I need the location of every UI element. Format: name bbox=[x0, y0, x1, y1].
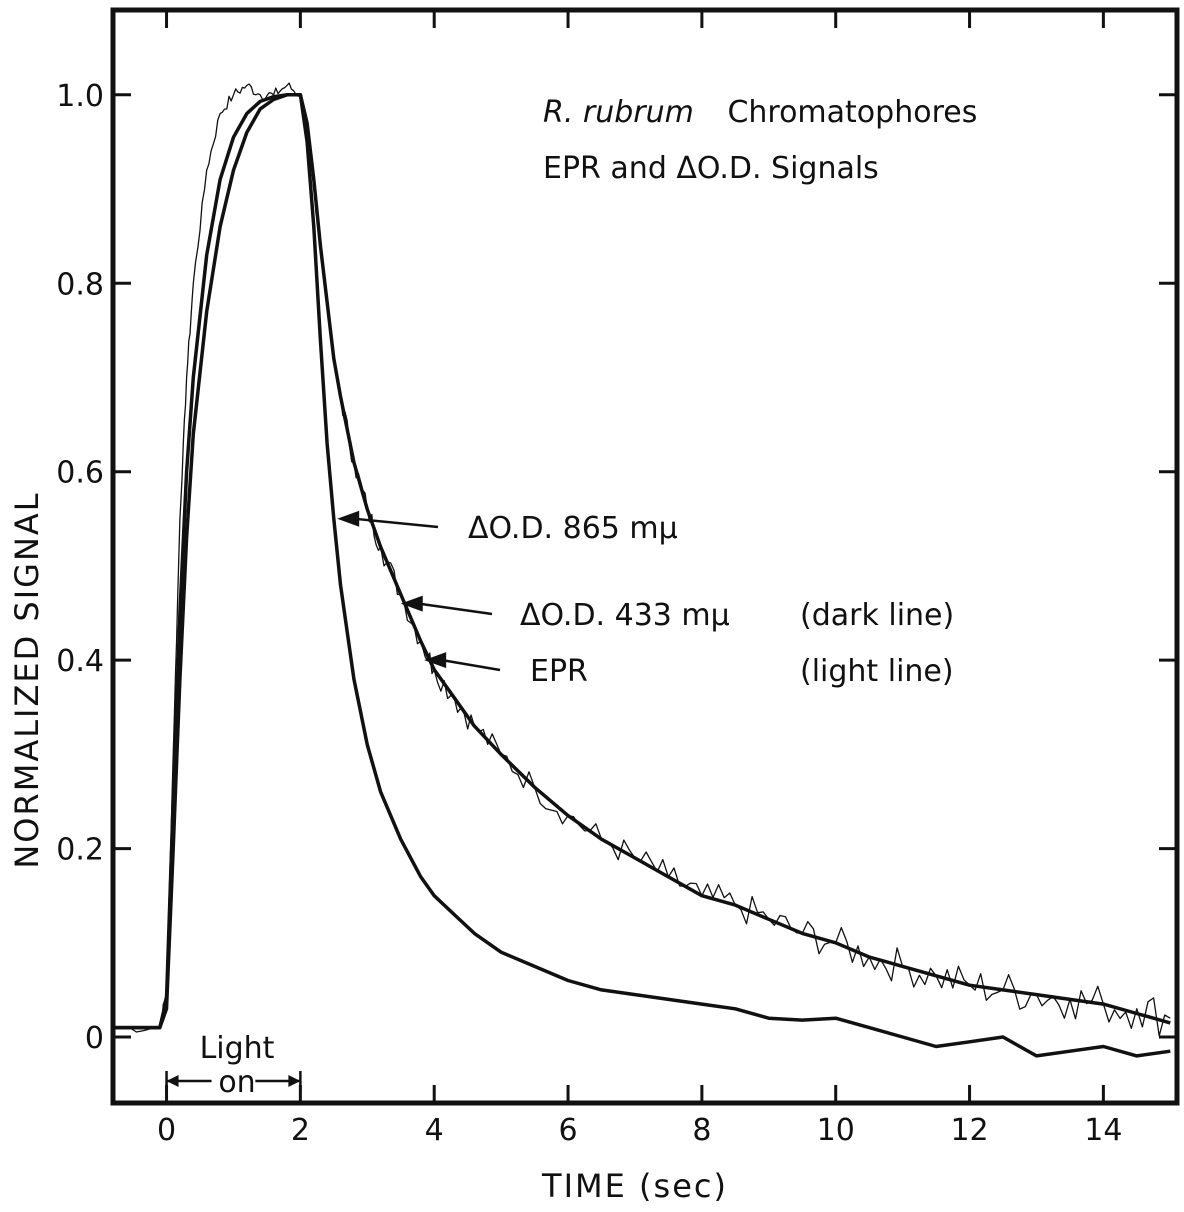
annotation-arrow-line bbox=[355, 517, 439, 529]
series-line-2 bbox=[113, 93, 1171, 1030]
x-tick-label: 10 bbox=[817, 1113, 855, 1148]
annotation-arrow-head bbox=[400, 595, 423, 612]
light-on-interval-marker bbox=[165, 1071, 302, 1091]
x-axis-title: TIME (sec) bbox=[541, 1167, 728, 1205]
annotation-arrow-head bbox=[424, 652, 447, 669]
y-tick-label: 1.0 bbox=[56, 79, 104, 114]
x-tick-label: 14 bbox=[1084, 1113, 1122, 1148]
y-tick-label: 0.2 bbox=[56, 833, 104, 868]
title-subject: Chromatophores bbox=[727, 95, 977, 130]
light-on-left-arrow-head bbox=[166, 1075, 179, 1087]
light-on-label-line2: on bbox=[218, 1065, 255, 1100]
title-line-1: R. rubrum Chromatophores bbox=[543, 95, 977, 130]
annotation-epr-note: (light line) bbox=[800, 654, 954, 689]
chart-frame bbox=[110, 7, 1180, 1106]
x-tick-label: 12 bbox=[950, 1113, 988, 1148]
axis-ticks bbox=[113, 10, 1177, 1103]
x-tick-label: 0 bbox=[157, 1113, 176, 1148]
annotation-arrow-line bbox=[418, 602, 493, 616]
y-tick-label: 0.4 bbox=[56, 644, 104, 679]
series-line-3 bbox=[112, 82, 1171, 1037]
annotation-epr-label: EPR bbox=[530, 654, 588, 689]
x-tick-label: 2 bbox=[291, 1113, 310, 1148]
x-tick-label: 4 bbox=[425, 1113, 444, 1148]
annotation-433-label: ΔO.D. 433 mμ bbox=[520, 598, 730, 633]
y-tick-label: 0.8 bbox=[56, 267, 104, 302]
y-tick-labels: 0 0.2 0.4 0.6 0.8 1.0 bbox=[56, 79, 104, 1056]
light-on-right-arrow-head bbox=[288, 1075, 301, 1087]
annotation-arrow-line bbox=[441, 658, 501, 672]
series-line-1 bbox=[113, 93, 1171, 1058]
y-tick-label: 0.6 bbox=[56, 456, 104, 491]
annotation-arrow-head bbox=[337, 510, 360, 527]
y-axis-title: NORMALIZED SIGNAL bbox=[8, 491, 46, 868]
annotation-433-note: (dark line) bbox=[800, 598, 954, 633]
annotation-arrows bbox=[337, 510, 501, 672]
x-tick-label: 8 bbox=[692, 1113, 711, 1148]
light-on-label-line1: Light bbox=[200, 1031, 275, 1066]
title-line-2: EPR and ΔO.D. Signals bbox=[543, 151, 879, 186]
series-layer bbox=[112, 82, 1171, 1058]
x-tick-labels: 0 2 4 6 8 10 12 14 bbox=[157, 1113, 1122, 1148]
x-tick-label: 6 bbox=[558, 1113, 577, 1148]
y-tick-label: 0 bbox=[85, 1021, 104, 1056]
annotation-865-label: ΔO.D. 865 mμ bbox=[468, 511, 678, 546]
title-species: R. rubrum bbox=[543, 95, 694, 130]
